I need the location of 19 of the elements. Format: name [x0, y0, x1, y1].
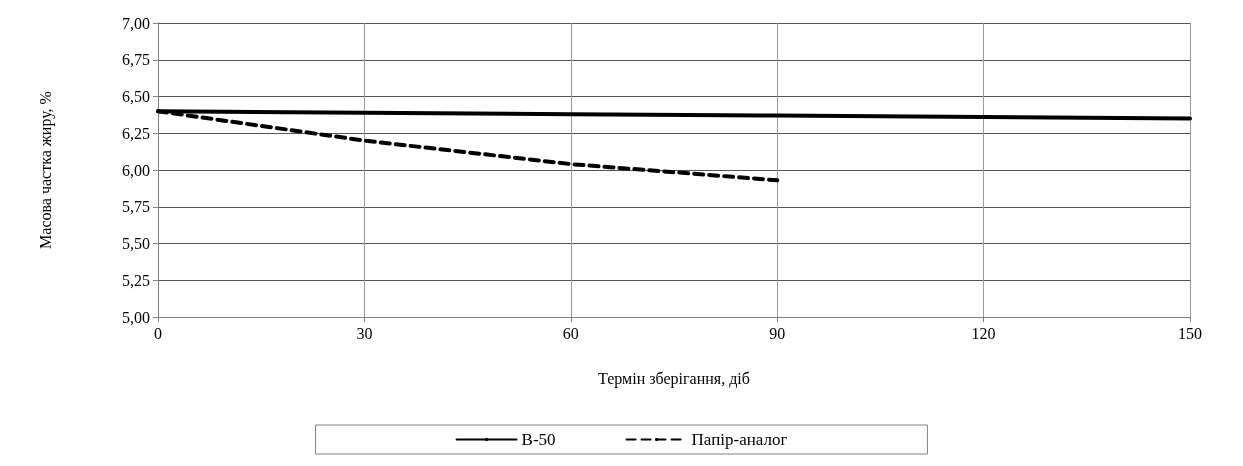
x-axis-title: Термін зберігання, діб [598, 369, 750, 388]
y-tick-label: 6,00 [122, 161, 150, 179]
x-tick-label: 60 [562, 324, 579, 342]
x-tick-label: 90 [769, 324, 786, 342]
legend-label: В-50 [521, 430, 556, 449]
y-tick-label: 6,75 [122, 51, 150, 69]
x-tick-label: 30 [356, 324, 373, 342]
y-axis-title: Масова частка жиру, % [36, 91, 55, 249]
y-tick-label: 6,50 [122, 88, 150, 105]
x-tick-label: 0 [154, 324, 162, 342]
y-tick-label: 5,50 [122, 235, 150, 252]
x-tick-label: 120 [971, 324, 996, 342]
y-tick-label: 6,25 [122, 124, 150, 142]
legend-label: Папір-аналог [691, 430, 788, 449]
x-tick-label: 150 [1178, 324, 1202, 342]
y-tick-label: 7,00 [122, 14, 150, 32]
y-tick-label: 5,00 [122, 308, 150, 326]
y-tick-label: 5,75 [122, 198, 150, 216]
y-tick-label: 5,25 [122, 271, 150, 289]
